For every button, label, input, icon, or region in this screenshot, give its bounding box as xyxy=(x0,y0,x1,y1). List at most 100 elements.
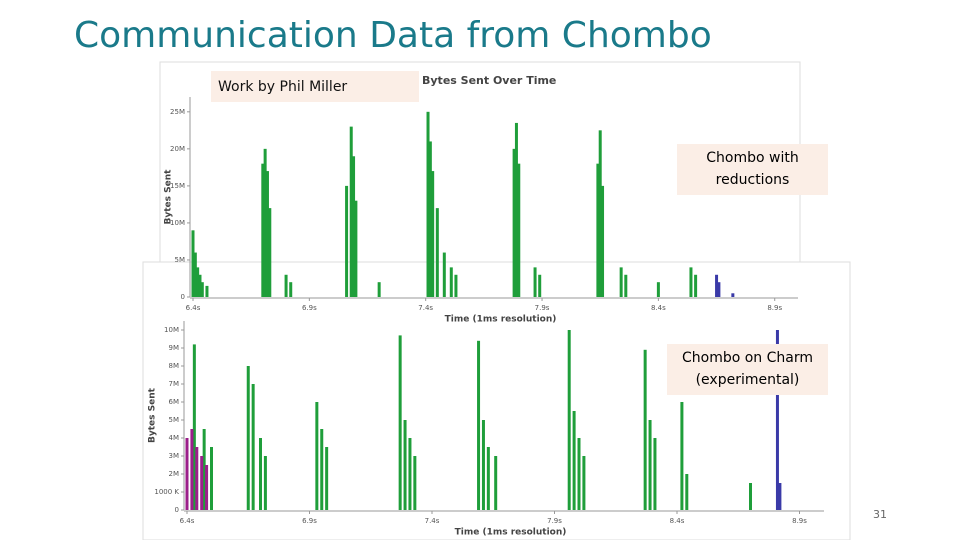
y-tick-label: 20M xyxy=(170,145,185,153)
bar xyxy=(656,282,660,297)
chart-title: Bytes Sent Over Time xyxy=(422,74,556,87)
bar xyxy=(265,171,269,297)
y-tick-label: 0 xyxy=(181,293,185,301)
label-bottom-holder: Chombo on Charm (experimental) xyxy=(681,350,814,388)
bar xyxy=(345,185,349,297)
bar xyxy=(486,447,490,510)
y-tick-label: 0 xyxy=(175,506,179,514)
bar xyxy=(572,411,576,510)
bar xyxy=(749,483,752,510)
bar xyxy=(596,163,600,297)
bar xyxy=(200,456,204,510)
bar xyxy=(251,384,255,510)
x-axis-label: Time (1ms resolution) xyxy=(445,315,557,325)
bar xyxy=(403,420,407,510)
bar xyxy=(717,282,721,297)
label-box xyxy=(667,344,828,395)
bar xyxy=(648,420,652,510)
bar xyxy=(191,230,195,297)
bar xyxy=(377,282,381,297)
bar xyxy=(512,148,516,297)
bar xyxy=(205,285,209,297)
x-tick-label: 6.9s xyxy=(302,304,317,312)
y-tick-label: 10M xyxy=(170,219,185,227)
bar xyxy=(261,163,265,297)
y-tick-label: 4M xyxy=(169,434,180,442)
bar xyxy=(477,340,481,510)
label-top-holder: Chombo with reductions xyxy=(706,150,799,188)
y-tick-label: 8M xyxy=(169,362,180,370)
bar xyxy=(601,185,605,297)
bar xyxy=(190,429,194,510)
charts: 0 5M 10M 15M 20M 25M 6.4s 6.9s 7.4s 7.9s 8.4s 8.9s B… xyxy=(148,74,824,538)
bar xyxy=(694,274,698,297)
x-tick-label: 7.9s xyxy=(535,304,550,312)
credit: Work by Phil Miller xyxy=(218,79,347,95)
x-tick-label: 7.4s xyxy=(425,517,440,525)
y-tick-label: 7M xyxy=(169,380,180,388)
label-bottom: Chombo on Charm (experimental) xyxy=(681,350,814,388)
bar xyxy=(481,420,485,510)
bar xyxy=(533,267,537,297)
bar xyxy=(598,130,602,297)
bar xyxy=(413,456,417,510)
bar xyxy=(775,330,779,510)
bar xyxy=(259,438,262,510)
bar xyxy=(582,456,586,510)
bar xyxy=(289,282,293,297)
bar xyxy=(680,402,684,510)
y-tick-label: 9M xyxy=(169,344,180,352)
bar xyxy=(619,267,623,297)
x-tick-label: 6.4s xyxy=(186,304,201,312)
page-number: 31 xyxy=(873,508,887,521)
x-tick-label: 8.9s xyxy=(767,304,782,312)
x-tick-label: 8.4s xyxy=(670,517,685,525)
y-tick-label: 5M xyxy=(175,256,186,264)
bar xyxy=(185,438,189,510)
bar xyxy=(494,456,498,510)
bar xyxy=(320,429,324,510)
credit-box xyxy=(211,71,419,102)
bar xyxy=(689,267,693,297)
bar xyxy=(442,252,446,297)
x-tick-label: 7.4s xyxy=(418,304,433,312)
label-top: Chombo with reductions xyxy=(706,150,799,188)
x-tick-label: 7.9s xyxy=(547,517,562,525)
bar xyxy=(205,465,209,510)
bar xyxy=(517,163,521,297)
bar xyxy=(352,156,356,297)
y-tick-label: 1000 K xyxy=(154,488,179,496)
bar xyxy=(192,344,196,510)
bar xyxy=(349,126,353,297)
bar xyxy=(202,429,206,510)
bar xyxy=(315,402,319,510)
bar xyxy=(398,335,402,510)
bar xyxy=(715,274,719,297)
bar xyxy=(268,208,272,297)
bar xyxy=(653,438,657,510)
y-tick-label: 3M xyxy=(169,452,180,460)
x-tick-label: 8.4s xyxy=(651,304,666,312)
bar xyxy=(193,252,197,297)
bar xyxy=(514,122,518,297)
y-tick-label: 5M xyxy=(169,416,180,424)
bar xyxy=(731,293,735,297)
bar xyxy=(198,274,202,297)
bar xyxy=(210,447,213,510)
bar xyxy=(454,274,458,297)
y-tick-label: 2M xyxy=(169,470,180,478)
bar xyxy=(426,111,430,297)
bar xyxy=(325,447,329,510)
bar xyxy=(195,447,199,510)
bar xyxy=(196,267,200,297)
y-tick-label: 15M xyxy=(170,182,185,190)
slide-title: Communication Data from Chombo xyxy=(74,15,712,56)
bar xyxy=(263,148,267,297)
bar xyxy=(354,200,358,297)
x-tick-label: 8.9s xyxy=(792,517,807,525)
x-axis-label: Time (1ms resolution) xyxy=(455,528,567,538)
bar xyxy=(685,474,689,510)
bar xyxy=(567,330,571,510)
bar xyxy=(643,349,647,510)
